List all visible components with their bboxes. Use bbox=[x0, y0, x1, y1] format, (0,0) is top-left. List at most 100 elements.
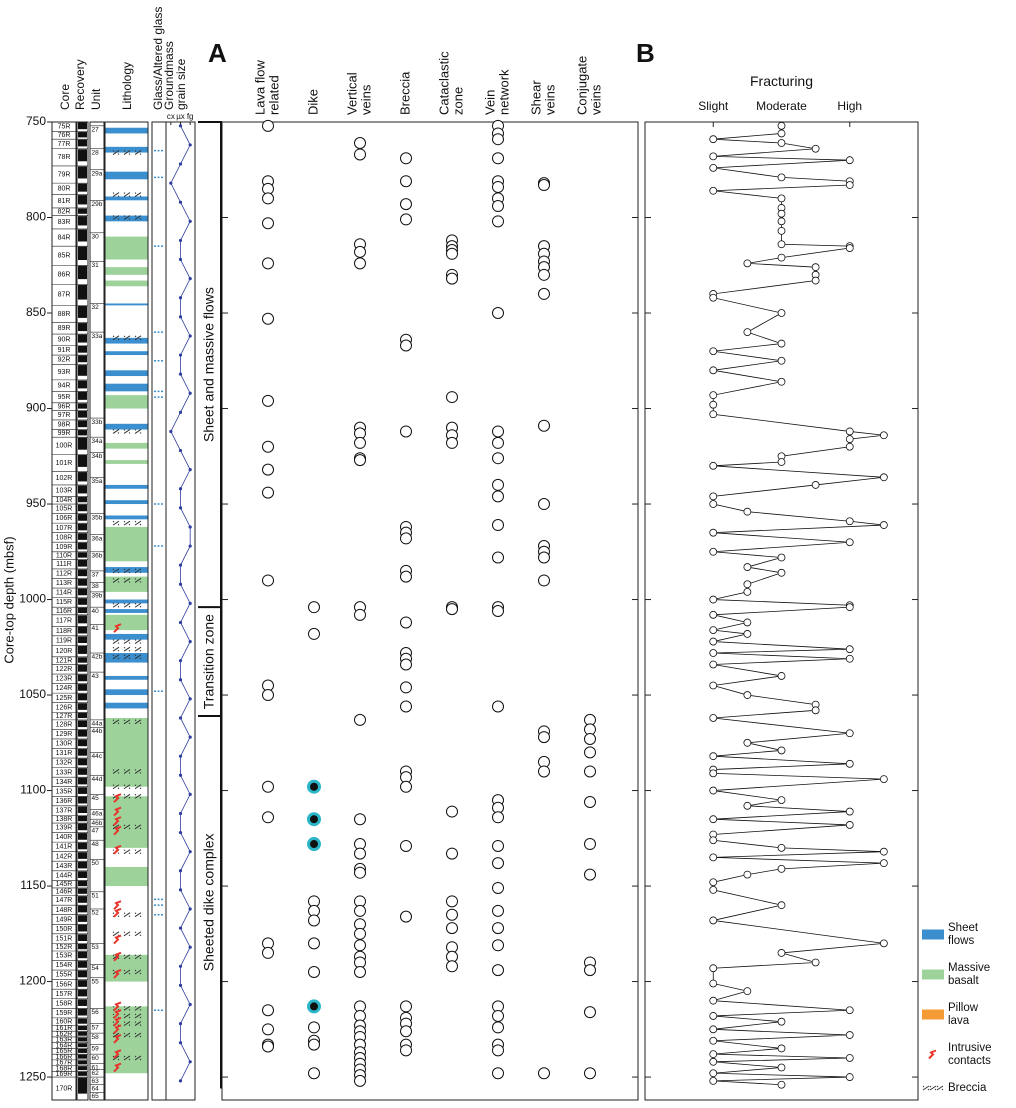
dike-margin bbox=[307, 812, 321, 827]
core-recovery bbox=[78, 552, 87, 558]
observation bbox=[262, 394, 274, 407]
core-recovery bbox=[78, 183, 87, 192]
grain-size-point bbox=[178, 506, 183, 510]
fracturing-point bbox=[743, 259, 752, 268]
fracturing-point bbox=[811, 481, 820, 489]
breccia-stroke bbox=[112, 602, 120, 608]
observation bbox=[262, 1040, 274, 1053]
core-recovery bbox=[78, 951, 87, 959]
core-label: 136R bbox=[56, 798, 73, 805]
grain-size-point bbox=[188, 525, 192, 529]
breccia-stroke bbox=[134, 1021, 142, 1027]
unit-label: 50 bbox=[92, 860, 100, 867]
grain-size-point bbox=[178, 353, 183, 357]
core-label: 108R bbox=[56, 534, 73, 541]
grain-size-point bbox=[188, 697, 192, 701]
fracturing-point bbox=[709, 1012, 718, 1020]
fracturing-point bbox=[879, 939, 888, 948]
fracturing-point bbox=[845, 821, 854, 829]
massive-basalt bbox=[105, 866, 148, 887]
observation bbox=[492, 436, 504, 449]
observation bbox=[446, 436, 458, 449]
breccia-symbol bbox=[112, 520, 120, 526]
observation bbox=[400, 839, 412, 852]
y-tick-label: 950 bbox=[26, 496, 46, 510]
observation bbox=[446, 805, 458, 818]
grain-size-point bbox=[178, 964, 183, 968]
breccia-symbol bbox=[112, 931, 120, 937]
grain-size-point bbox=[169, 181, 173, 185]
fracturing-point bbox=[743, 587, 752, 596]
observation bbox=[262, 312, 274, 325]
breccia-symbol bbox=[134, 602, 142, 608]
legend-label: basalt bbox=[948, 975, 979, 987]
breccia-stroke bbox=[929, 1085, 937, 1091]
observation bbox=[400, 681, 412, 694]
breccia-symbol bbox=[123, 1005, 131, 1011]
y-tick-label: 1150 bbox=[20, 878, 46, 892]
massive-basalt bbox=[105, 796, 148, 848]
breccia-symbol bbox=[123, 654, 131, 660]
breccia-symbol bbox=[134, 568, 142, 574]
grain-size-point bbox=[178, 754, 183, 758]
fracturing-point bbox=[777, 356, 786, 365]
grain-size-point bbox=[178, 926, 183, 930]
legend-label: Massive bbox=[948, 962, 990, 974]
breccia-symbol bbox=[123, 578, 131, 583]
fracturing-point bbox=[845, 1054, 854, 1062]
legend-swatch bbox=[922, 1085, 930, 1091]
core-label: 117R bbox=[56, 617, 72, 624]
column-header: Lava flow bbox=[252, 59, 267, 115]
breccia-symbol bbox=[134, 769, 142, 774]
fracturing-point bbox=[845, 654, 854, 663]
observation bbox=[492, 180, 504, 193]
observation bbox=[262, 780, 274, 793]
grain-size-point bbox=[178, 1021, 183, 1026]
breccia-symbol bbox=[134, 931, 142, 937]
breccia-stroke bbox=[123, 654, 131, 660]
fracturing-point bbox=[777, 339, 786, 348]
unit-label: 27 bbox=[92, 127, 100, 134]
fracturing-point bbox=[777, 377, 786, 386]
core-recovery bbox=[78, 626, 87, 634]
breccia-stroke bbox=[134, 568, 142, 574]
observation bbox=[354, 939, 366, 952]
observation bbox=[492, 922, 504, 935]
column-header: Vertical bbox=[344, 72, 359, 115]
fracturing-point bbox=[743, 328, 752, 337]
breccia-symbol bbox=[134, 215, 142, 220]
fracturing-point bbox=[879, 473, 888, 482]
observation bbox=[262, 689, 274, 702]
breccia-symbol bbox=[134, 849, 142, 855]
core-label: 90R bbox=[58, 337, 71, 344]
core-label: 145R bbox=[56, 881, 73, 888]
core-recovery bbox=[78, 861, 87, 869]
core-recovery bbox=[78, 888, 87, 894]
core-label: 89R bbox=[58, 325, 71, 332]
core-label: 87R bbox=[58, 292, 71, 299]
core-label: 151R bbox=[56, 935, 73, 942]
core-recovery bbox=[78, 579, 87, 586]
sheet-flows bbox=[105, 675, 148, 680]
core-recovery bbox=[78, 1060, 87, 1065]
observation bbox=[400, 339, 412, 352]
core-label: 170R bbox=[56, 1085, 73, 1092]
grain-size-point bbox=[178, 296, 183, 300]
breccia-stroke bbox=[134, 150, 142, 155]
observation bbox=[262, 463, 274, 476]
core-label: 115R bbox=[56, 599, 72, 606]
core-label: 130R bbox=[56, 741, 73, 748]
observation bbox=[400, 1044, 412, 1057]
grain-size-column bbox=[165, 121, 196, 1101]
core-label: 124R bbox=[56, 685, 73, 692]
intrusive-contact bbox=[113, 1001, 122, 1012]
core-label: 101R bbox=[56, 460, 73, 467]
core-recovery bbox=[78, 657, 87, 663]
breccia-stroke bbox=[112, 150, 120, 155]
observation bbox=[308, 966, 320, 979]
core-label: 131R bbox=[56, 750, 73, 757]
observation bbox=[354, 966, 366, 979]
unit-label: 57 bbox=[92, 1024, 100, 1031]
breccia-symbol bbox=[123, 1032, 131, 1038]
core-label: 82R bbox=[58, 209, 71, 216]
